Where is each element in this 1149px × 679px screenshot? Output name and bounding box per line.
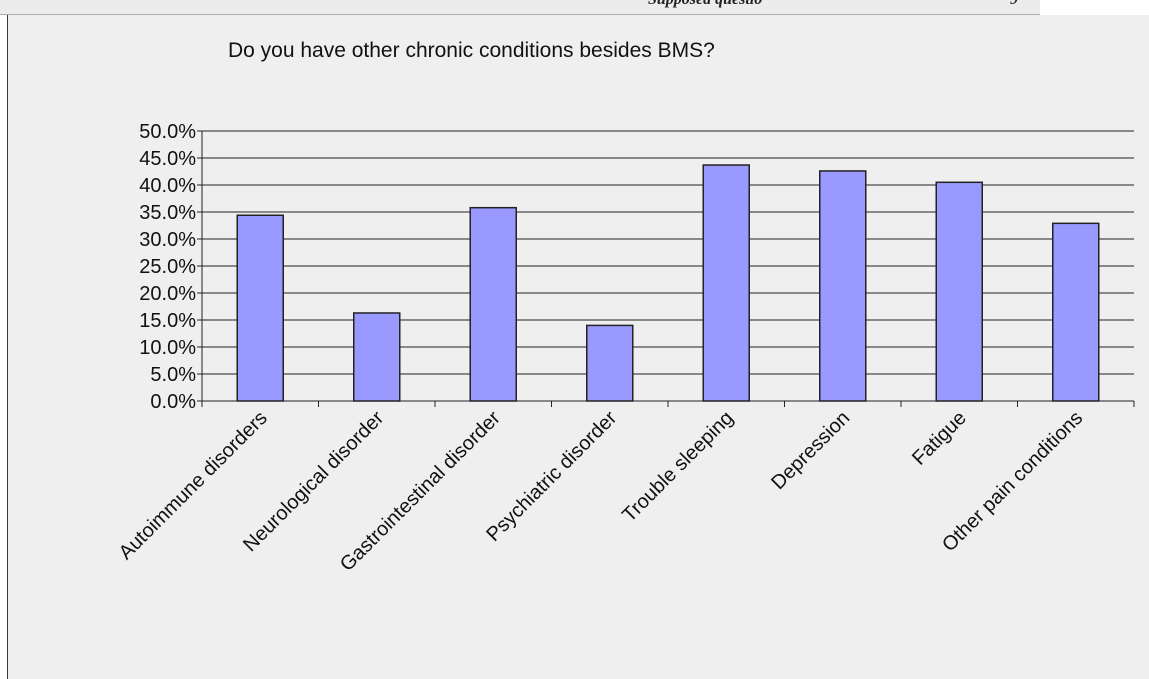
bar xyxy=(586,324,634,402)
x-tick-label: Fatigue xyxy=(908,407,971,470)
bar xyxy=(236,214,284,402)
y-tick-label: 45.0% xyxy=(139,148,196,170)
gridlines xyxy=(197,130,1134,402)
chart-title: Do you have other chronic conditions bes… xyxy=(228,39,715,62)
header-strip: Supposed questio 9 xyxy=(0,0,1040,15)
bars xyxy=(236,164,1100,402)
bar-chart: Do you have other chronic conditions bes… xyxy=(115,39,1135,576)
header-strip-text: Supposed questio xyxy=(648,0,762,9)
header-strip-mark: 9 xyxy=(1010,0,1018,9)
y-tick-label: 20.0% xyxy=(139,283,196,305)
axes xyxy=(201,131,1135,407)
y-tick-label: 40.0% xyxy=(139,175,196,197)
y-tick-label: 25.0% xyxy=(139,256,196,278)
bar xyxy=(353,312,401,402)
y-tick-label: 0.0% xyxy=(150,391,196,413)
bar xyxy=(819,170,867,402)
bar xyxy=(935,181,983,402)
y-axis-ticks: 0.0% 5.0% 10.0% 15.0% 20.0% 25.0% 30.0% 35.0% 40… xyxy=(139,121,196,413)
bar xyxy=(469,206,517,402)
y-tick-label: 30.0% xyxy=(139,229,196,251)
y-tick-label: 15.0% xyxy=(139,310,196,332)
y-tick-label: 5.0% xyxy=(150,364,196,386)
y-tick-label: 50.0% xyxy=(139,121,196,143)
x-tick-label: Trouble sleeping xyxy=(618,407,738,527)
x-tick-label: Depression xyxy=(767,407,854,494)
y-tick-label: 10.0% xyxy=(139,337,196,359)
x-tick-label: Psychiatric disorder xyxy=(482,407,621,546)
bar xyxy=(702,164,750,402)
chart-area: Do you have other chronic conditions bes… xyxy=(7,15,1149,679)
bar xyxy=(1052,222,1100,402)
y-tick-label: 35.0% xyxy=(139,202,196,224)
